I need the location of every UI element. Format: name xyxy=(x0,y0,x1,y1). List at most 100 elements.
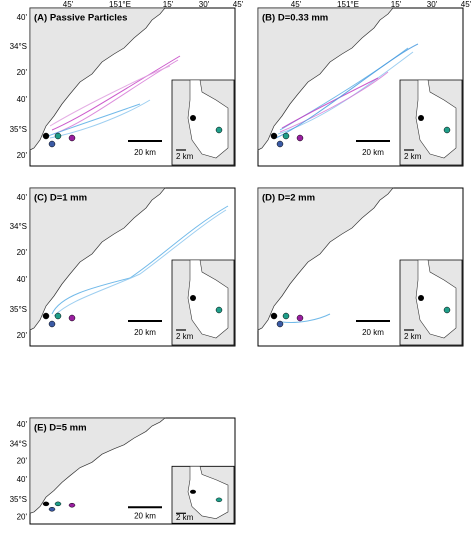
panel-title: (D) D=2 mm xyxy=(262,193,315,204)
map-panel: (B) D=0.33 mm 20 km 2 km 45' 151°E 15' 30' 45' xyxy=(258,0,472,166)
inset-site xyxy=(190,295,196,301)
left-axis-label: 40' xyxy=(17,275,28,284)
coastline xyxy=(258,8,393,150)
particle-track xyxy=(276,44,418,138)
scale-label: 20 km xyxy=(134,512,156,521)
left-axis-label: 35°S xyxy=(10,495,27,504)
inset-site xyxy=(215,497,223,503)
map-body xyxy=(30,418,235,524)
top-axis-label: 30' xyxy=(199,0,210,9)
left-axis-label: 40' xyxy=(17,193,28,202)
left-axis-label: 20' xyxy=(17,512,28,521)
left-axis-label: 20' xyxy=(17,457,28,466)
release-site xyxy=(69,503,75,507)
coastline xyxy=(30,188,165,330)
particle-track xyxy=(50,66,170,126)
top-axis-label: 30' xyxy=(427,0,438,9)
inset-estuary xyxy=(188,80,228,158)
left-axis-label: 20' xyxy=(17,68,28,77)
release-site xyxy=(49,321,55,327)
map-body xyxy=(258,8,463,166)
scale-label: 20 km xyxy=(362,148,384,157)
inset-site xyxy=(190,115,196,121)
coastline xyxy=(258,188,393,330)
left-axis-label: 40' xyxy=(17,95,28,104)
scale-label: 20 km xyxy=(362,328,384,337)
inset-site xyxy=(418,295,424,301)
inset-scale-label: 2 km xyxy=(404,332,422,341)
left-axis-label: 20' xyxy=(17,248,28,257)
release-site xyxy=(297,135,303,141)
inset-scale-label: 2 km xyxy=(404,152,422,161)
release-site xyxy=(277,141,283,147)
top-axis-label: 151°E xyxy=(337,0,359,9)
inset-site xyxy=(443,126,451,134)
left-axis-label: 20' xyxy=(17,151,28,160)
particle-track xyxy=(48,104,140,136)
top-axis-label: 45' xyxy=(461,0,472,9)
inset-site xyxy=(215,306,223,314)
panel-title: (C) D=1 mm xyxy=(34,193,87,204)
left-axis-label: 35°S xyxy=(10,125,27,134)
release-site xyxy=(55,502,61,506)
left-axis-label: 34°S xyxy=(10,42,27,51)
left-axis-label: 40' xyxy=(17,475,28,484)
particle-track xyxy=(52,56,180,130)
particle-track xyxy=(54,210,226,316)
map-body xyxy=(30,188,235,346)
particle-track xyxy=(280,72,388,132)
release-site xyxy=(49,141,55,147)
left-axis-label: 40' xyxy=(17,420,28,429)
release-site xyxy=(283,313,289,319)
map-panel: (D) D=2 mm 20 km 2 km xyxy=(258,188,463,346)
top-axis-label: 45' xyxy=(63,0,74,9)
left-axis-label: 40' xyxy=(17,13,28,22)
particle-track xyxy=(282,314,330,323)
release-site xyxy=(271,133,277,139)
inset-estuary xyxy=(188,260,228,338)
inset-estuary xyxy=(188,466,228,518)
top-axis-label: 15' xyxy=(391,0,402,9)
top-axis-label: 45' xyxy=(233,0,244,9)
map-panel: (A) Passive Particles 20 km 2 km 45' 151°E 15… xyxy=(10,0,244,166)
release-site xyxy=(297,315,303,321)
release-site xyxy=(43,502,49,506)
coastline xyxy=(30,8,165,150)
map-panel: (C) D=1 mm 20 km 2 km 40' 34°S 20' 40' 35°S 20' xyxy=(10,188,235,346)
inset-estuary xyxy=(416,260,456,338)
inset-site xyxy=(443,306,451,314)
left-axis-label: 35°S xyxy=(10,305,27,314)
inset-site xyxy=(215,126,223,134)
inset-site xyxy=(418,115,424,121)
release-site xyxy=(55,133,61,139)
inset-estuary xyxy=(416,80,456,158)
release-site xyxy=(277,321,283,327)
particle-track xyxy=(282,78,378,128)
inset-scale-label: 2 km xyxy=(176,152,194,161)
scale-label: 20 km xyxy=(134,148,156,157)
panel-title: (B) D=0.33 mm xyxy=(262,13,328,24)
left-axis-label: 34°S xyxy=(10,439,27,448)
release-site xyxy=(43,133,49,139)
inset-scale-label: 2 km xyxy=(176,513,194,522)
coastline xyxy=(30,418,165,513)
release-site xyxy=(49,507,55,511)
map-panel: (E) D=5 mm 20 km 2 km 40' 34°S 20' 40' 35°S 20' xyxy=(10,418,235,524)
top-axis-label: 151°E xyxy=(109,0,131,9)
release-site xyxy=(283,133,289,139)
left-axis-label: 34°S xyxy=(10,222,27,231)
top-axis-label: 45' xyxy=(291,0,302,9)
release-site xyxy=(55,313,61,319)
release-site xyxy=(43,313,49,319)
top-axis-label: 15' xyxy=(163,0,174,9)
release-site xyxy=(69,135,75,141)
map-body xyxy=(258,188,463,346)
release-site xyxy=(271,313,277,319)
left-axis-label: 20' xyxy=(17,331,28,340)
map-body xyxy=(30,8,235,166)
release-site xyxy=(69,315,75,321)
scale-label: 20 km xyxy=(134,328,156,337)
inset-site xyxy=(190,489,196,494)
